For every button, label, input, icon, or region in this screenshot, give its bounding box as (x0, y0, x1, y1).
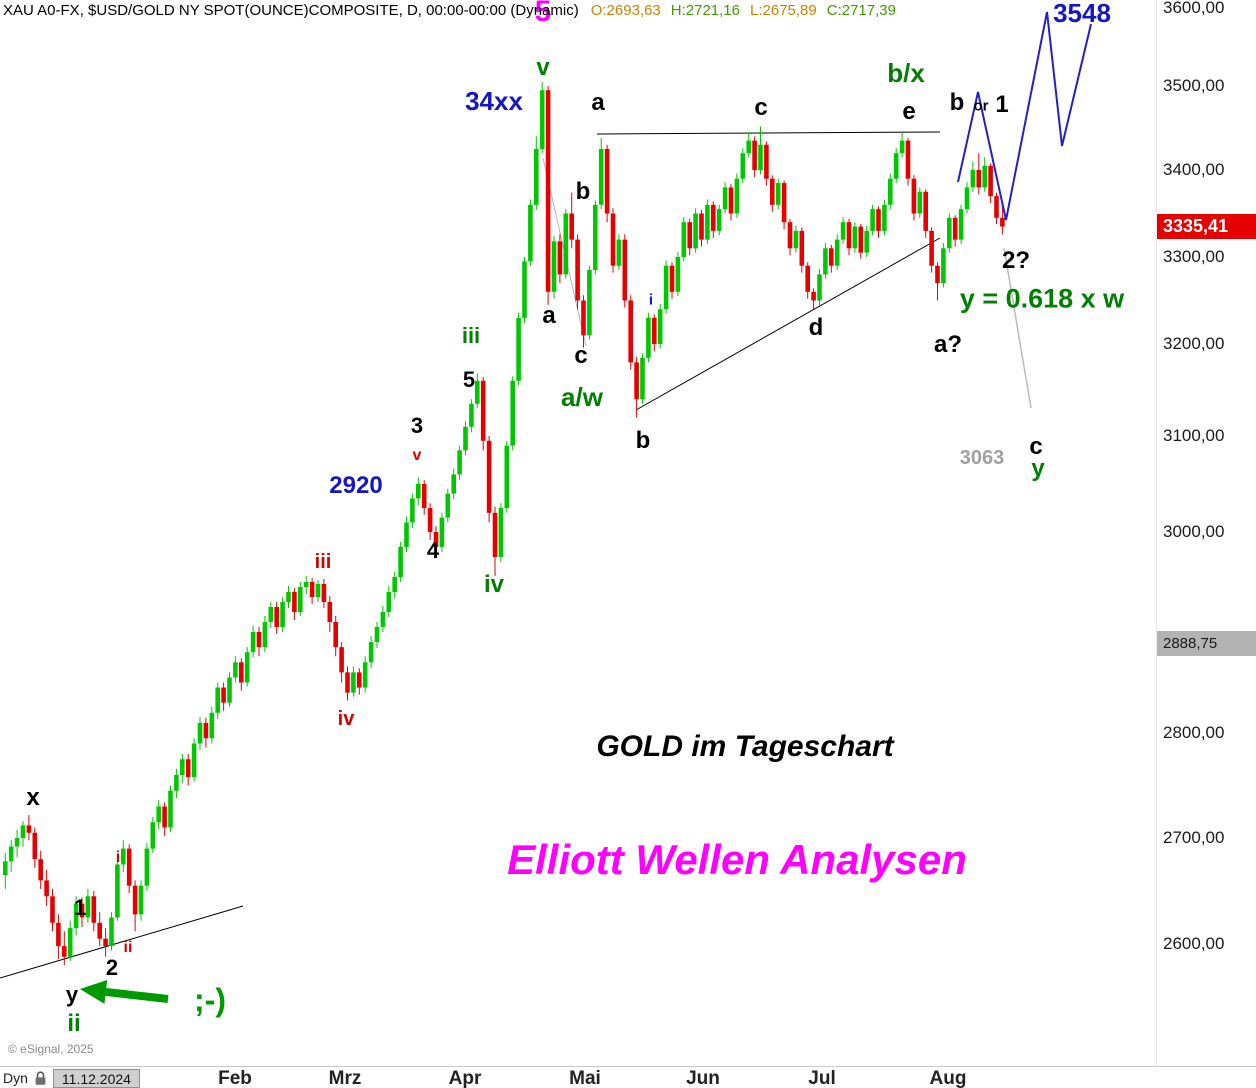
chart-plot-area[interactable]: x 1 2 i ii y ii ;-) iii iv 2920 3 v 4 5 iii iv 34xx 5 v a b a c… (0, 0, 1156, 1066)
candlestick-canvas (0, 11, 1092, 1004)
ohlc-value: O:2693,63 (590, 2, 661, 19)
chart-header: XAU A0-FX, $USD/GOLD NY SPOT(OUNCE)COMPO… (3, 2, 896, 19)
price-tick-3200: 3200,00 (1163, 334, 1225, 353)
ohlc-value: C:2717,39 (826, 2, 896, 19)
price-tick-2700: 2700,00 (1163, 828, 1225, 847)
month-label-jul: Jul (808, 1068, 836, 1088)
price-tick-2600: 2600,00 (1163, 934, 1225, 953)
month-label-mai: Mai (569, 1068, 601, 1088)
trendlines-layer (0, 131, 941, 979)
copyright-notice: © eSignal, 2025 (8, 1042, 94, 1056)
level-badge: 2888,75 (1157, 631, 1256, 657)
price-tick-3100: 3100,00 (1163, 426, 1225, 445)
price-tick-2800: 2800,00 (1163, 723, 1225, 742)
month-label-aug: Aug (929, 1068, 967, 1088)
month-label-apr: Apr (448, 1068, 482, 1088)
green-arrow (80, 980, 169, 1004)
symbol-title: XAU A0-FX, $USD/GOLD NY SPOT(OUNCE)COMPO… (3, 2, 579, 19)
start-date-badge[interactable]: 11.12.2024 (52, 1068, 140, 1088)
month-label-mrz: Mrz (328, 1068, 362, 1088)
month-label-jun: Jun (686, 1068, 720, 1088)
ohlc-value: H:2721,16 (670, 2, 740, 19)
price-tick-3400: 3400,00 (1163, 160, 1225, 179)
price-tick-3000: 3000,00 (1163, 522, 1225, 541)
ohlc-value: L:2675,89 (750, 2, 817, 19)
time-axis[interactable]: Dyn 11.12.2024 Feb Mrz Apr Mai Jun Jul Aug (0, 1066, 1256, 1088)
blue-projection-line (957, 11, 1092, 221)
price-axis[interactable]: 3335,41 2888,75 3600,00 3500,00 3400,00 330… (1156, 0, 1256, 1066)
lock-icon[interactable] (34, 1070, 47, 1086)
bottom-controls: Dyn 11.12.2024 (0, 1067, 140, 1088)
dyn-mode-label[interactable]: Dyn (3, 1070, 28, 1086)
price-tick-3300: 3300,00 (1163, 247, 1225, 266)
month-label-feb: Feb (218, 1068, 252, 1088)
last-price-badge: 3335,41 (1157, 214, 1256, 240)
price-tick-3500: 3500,00 (1163, 76, 1225, 95)
candles-layer (3, 82, 1005, 966)
ohlc-readout: O:2693,63 H:2721,16 L:2675,89 C:2717,39 (591, 2, 896, 19)
gray-projection-line (1003, 247, 1032, 409)
price-tick-3600: 3600,00 (1163, 0, 1225, 17)
